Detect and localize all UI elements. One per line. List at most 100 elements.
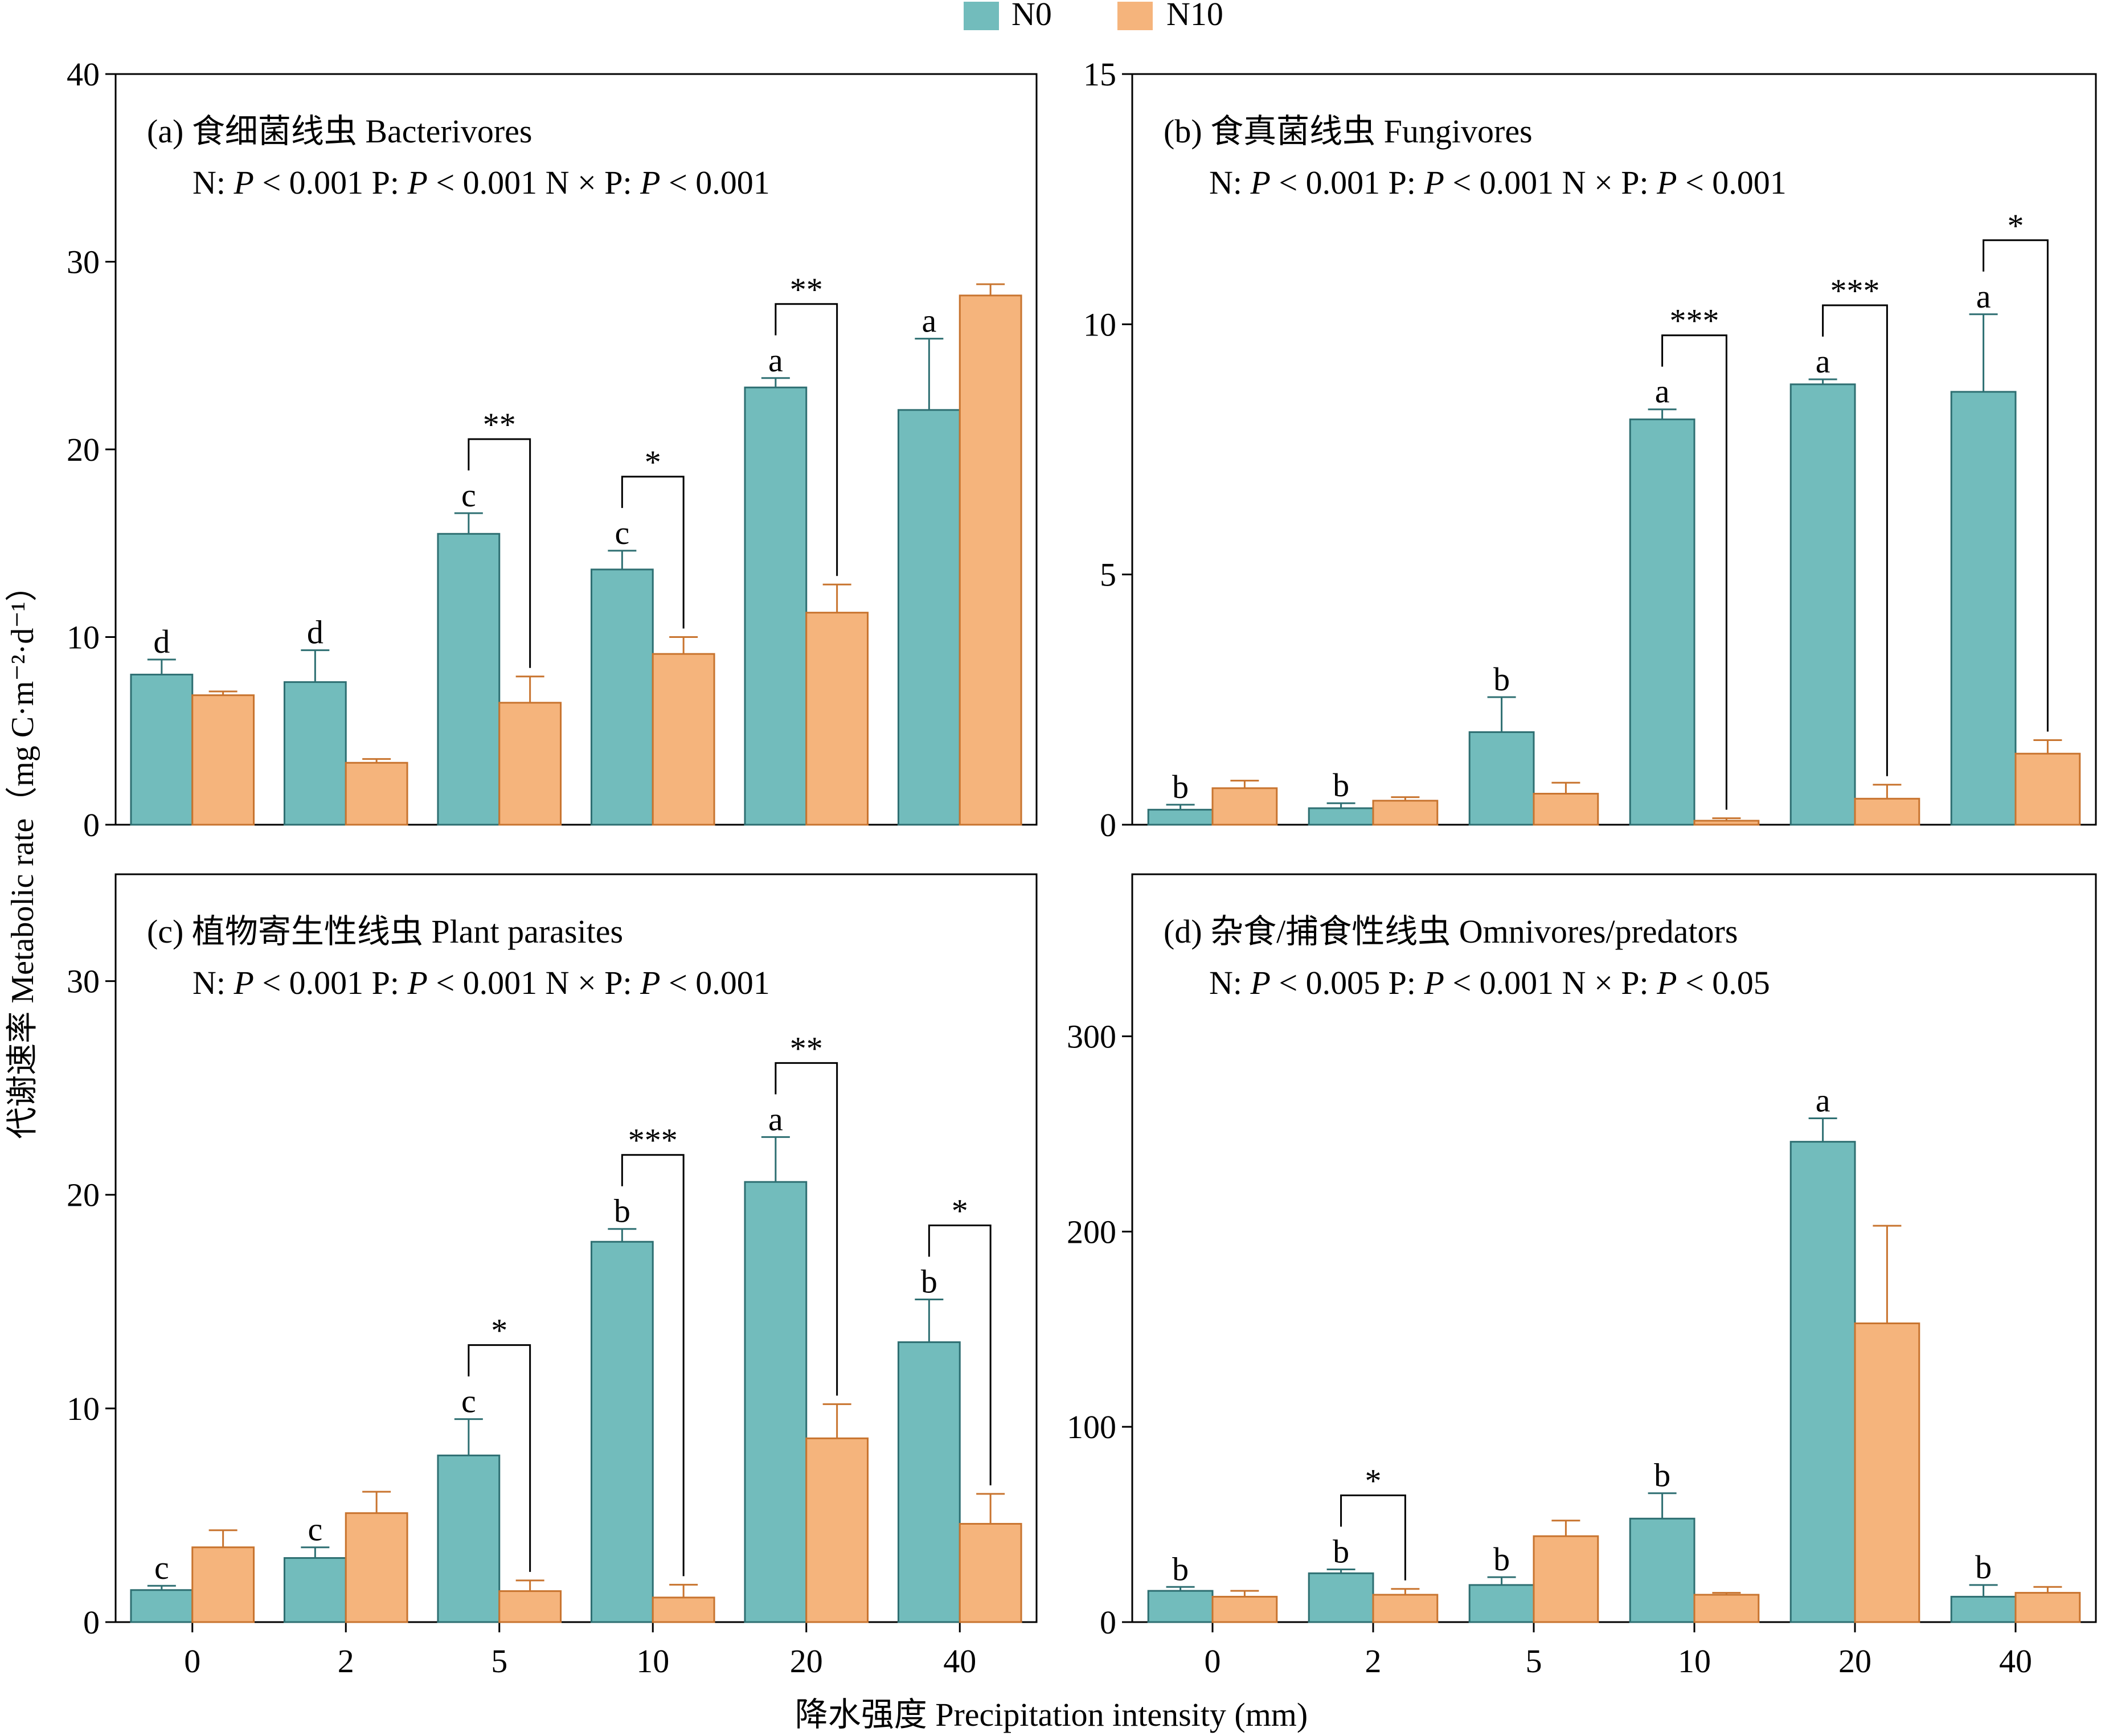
- panel-stats: N: P < 0.005 P: P < 0.001 N × P: P < 0.0…: [1209, 964, 1770, 1001]
- x-tick-label: 2: [1365, 1643, 1382, 1680]
- stats-italic-p: P: [640, 964, 660, 1001]
- significance-letter: b: [1493, 1541, 1510, 1578]
- stats-italic-p: P: [1424, 964, 1444, 1001]
- bar-n10: [1854, 1322, 1920, 1623]
- significance-stars: ***: [628, 1122, 678, 1159]
- x-axis-label: 降水强度 Precipitation intensity (mm): [795, 1696, 1308, 1733]
- y-tick-label: 0: [1100, 806, 1116, 844]
- x-tick-label: 20: [790, 1643, 823, 1680]
- stats-italic-p: P: [640, 164, 660, 201]
- significance-bracket: [621, 1154, 685, 1577]
- stats-italic-p: P: [234, 964, 254, 1001]
- significance-bracket: [775, 303, 838, 576]
- bar-n0: [1308, 807, 1374, 826]
- significance-letter: b: [614, 1193, 630, 1230]
- y-tick-label: 30: [67, 963, 100, 1000]
- significance-letter: b: [1333, 767, 1349, 804]
- significance-letter: d: [307, 614, 323, 651]
- y-tick-label: 0: [1100, 1604, 1116, 1641]
- stats-italic-p: P: [1656, 164, 1677, 201]
- bar-n10: [1372, 800, 1439, 826]
- bar-n10: [959, 294, 1022, 826]
- panel-frame: [1131, 873, 2097, 1623]
- significance-letter: c: [461, 1383, 476, 1420]
- panel-b: 0 5 10 15 (b) 食真菌线虫 Fungivores N: P < 0.001 P…: [1083, 56, 2097, 844]
- significance-letter: b: [1975, 1549, 1992, 1586]
- bar-n0: [283, 1557, 347, 1623]
- bar-n0: [744, 386, 808, 826]
- significance-stars: ***: [1830, 272, 1880, 309]
- y-tick-label: 30: [67, 244, 100, 281]
- x-tick-label: 40: [943, 1643, 976, 1680]
- bar-n0: [130, 673, 194, 826]
- significance-bracket: [1340, 1494, 1406, 1581]
- significance-stars: *: [2008, 207, 2024, 244]
- legend-label-n10: N10: [1166, 0, 1223, 32]
- x-tick-label: 2: [338, 1643, 354, 1680]
- significance-bracket: [1983, 239, 2049, 732]
- significance-bracket: [468, 438, 531, 668]
- x-tick-label: 5: [491, 1643, 507, 1680]
- significance-stars: *: [491, 1312, 507, 1349]
- significance-letter: b: [1172, 1550, 1189, 1587]
- bar-n10: [805, 612, 869, 826]
- significance-bracket: [1822, 304, 1888, 776]
- legend-swatch-n0: [964, 2, 999, 30]
- panel-title: (b) 食真菌线虫 Fungivores: [1164, 113, 1533, 150]
- significance-letter: c: [308, 1511, 322, 1548]
- bar-n10: [1533, 793, 1599, 826]
- panel-stats: N: P < 0.001 P: P < 0.001 N × P: P < 0.0…: [193, 164, 770, 201]
- x-tick-label: 20: [1838, 1643, 1871, 1680]
- stats-italic-p: P: [1250, 964, 1271, 1001]
- bar-n10: [1854, 797, 1920, 826]
- bar-n0: [590, 1240, 654, 1623]
- significance-letter: c: [615, 514, 629, 551]
- bar-n10: [652, 653, 715, 826]
- significance-letter: b: [1333, 1533, 1349, 1570]
- bar-n0: [1789, 383, 1856, 826]
- significance-bracket: [621, 476, 685, 629]
- legend: N0 N10: [964, 0, 1223, 32]
- stats-text: < 0.001 P:: [1271, 164, 1424, 201]
- x-tick-label: 40: [1999, 1643, 2032, 1680]
- significance-letter: a: [922, 302, 936, 339]
- y-tick-label: 20: [67, 431, 100, 468]
- y-tick-label: 200: [1067, 1213, 1116, 1250]
- y-tick-label: 10: [67, 619, 100, 656]
- bar-n10: [345, 761, 408, 826]
- significance-letter: a: [1655, 373, 1670, 410]
- bar-n10: [2014, 752, 2081, 826]
- significance-letter: b: [1654, 1457, 1670, 1494]
- bar-n0: [1950, 1595, 2017, 1623]
- stats-text: < 0.001 P:: [254, 164, 408, 201]
- stats-text: < 0.001 N × P:: [428, 964, 640, 1001]
- significance-letter: c: [461, 477, 476, 514]
- x-tick-label: 10: [1678, 1643, 1711, 1680]
- stats-text: < 0.05: [1677, 964, 1770, 1001]
- bar-n0: [1468, 731, 1535, 826]
- stats-text: N:: [1209, 964, 1251, 1001]
- bar-n0: [1147, 809, 1214, 826]
- bar-n0: [437, 1454, 501, 1623]
- bar-n0: [897, 409, 961, 826]
- stats-italic-p: P: [1250, 164, 1271, 201]
- significance-bracket: [775, 1062, 838, 1396]
- y-tick-label: 0: [83, 1604, 100, 1641]
- bar-n0: [590, 568, 654, 826]
- bar-n0: [1789, 1141, 1856, 1623]
- bar-n0: [283, 681, 347, 826]
- significance-letter: a: [768, 342, 783, 379]
- y-axis-label: 代谢速率 Metabolic rate（mg C·m⁻²·d⁻¹）: [5, 570, 40, 1139]
- y-tick-label: 40: [67, 56, 100, 93]
- bar-n0: [1629, 1517, 1695, 1623]
- y-tick-label: 20: [67, 1177, 100, 1214]
- significance-bracket: [1661, 334, 1727, 810]
- stats-text: N:: [193, 964, 234, 1001]
- bar-n10: [191, 694, 255, 826]
- significance-stars: **: [483, 406, 516, 443]
- y-tick-label: 100: [1067, 1409, 1116, 1446]
- panel-stats: N: P < 0.001 P: P < 0.001 N × P: P < 0.0…: [1209, 164, 1787, 201]
- bar-n10: [1372, 1594, 1439, 1623]
- stats-text: N:: [1209, 164, 1251, 201]
